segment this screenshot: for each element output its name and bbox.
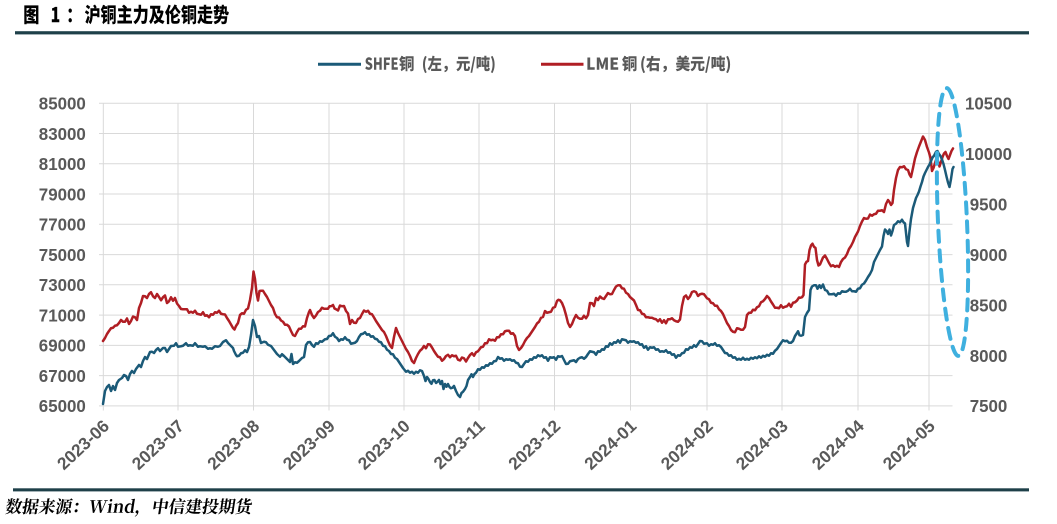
svg-text:9500: 9500	[970, 194, 1008, 214]
svg-text:81000: 81000	[39, 154, 86, 174]
svg-text:10000: 10000	[965, 144, 1012, 164]
svg-text:65000: 65000	[39, 396, 86, 416]
svg-text:83000: 83000	[39, 124, 86, 144]
svg-text:69000: 69000	[39, 336, 86, 356]
svg-text:7500: 7500	[970, 396, 1008, 416]
svg-text:77000: 77000	[39, 215, 86, 235]
svg-text:71000: 71000	[39, 305, 86, 325]
svg-text:8000: 8000	[970, 346, 1008, 366]
svg-text:9000: 9000	[970, 245, 1008, 265]
svg-text:79000: 79000	[39, 184, 86, 204]
svg-text:73000: 73000	[39, 275, 86, 295]
svg-text:75000: 75000	[39, 245, 86, 265]
svg-text:10500: 10500	[965, 94, 1012, 114]
svg-text:67000: 67000	[39, 366, 86, 386]
svg-text:85000: 85000	[39, 94, 86, 114]
svg-text:8500: 8500	[970, 295, 1008, 315]
